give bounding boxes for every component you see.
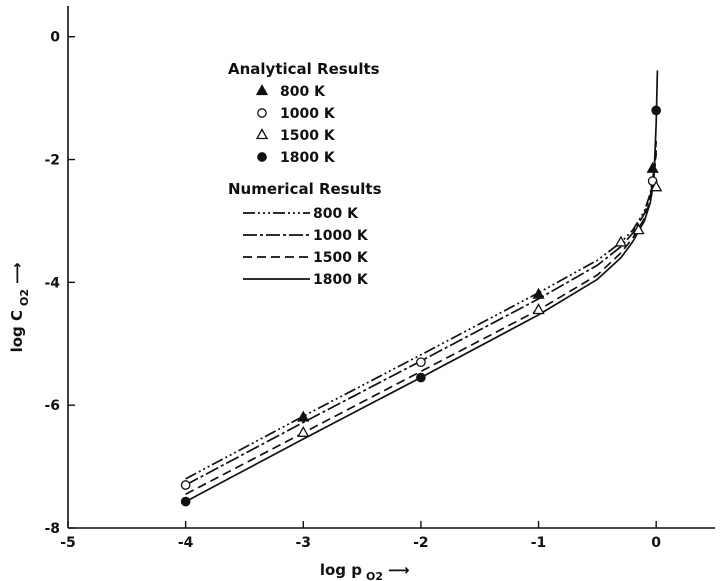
x-tick-label: -4 (178, 535, 194, 551)
legend-num-label-1800k: 1800 K (313, 272, 369, 288)
data-point-1500k (650, 180, 663, 192)
legend-marker-1500k (255, 128, 269, 140)
y-tick-label: 0 (50, 30, 60, 46)
y-axis-label-group: log C O2 ⟶ (8, 262, 31, 352)
series-line-1000k (185, 150, 658, 486)
data-point-1000k (180, 480, 191, 490)
data-point-800k (646, 161, 659, 173)
data-point-1000k (416, 357, 426, 368)
legend-num-label-800k: 800 K (313, 206, 359, 222)
y-axis-label: log C (8, 310, 26, 352)
data-point-1500k (297, 425, 310, 437)
data-point-800k (297, 410, 310, 422)
legend: Analytical Results 800 K 1000 K 1500 K 1800 … (228, 60, 382, 288)
legend-analytical-title: Analytical Results (228, 60, 380, 78)
legend-label-1000k: 1000 K (280, 106, 336, 122)
x-axis-label-subscript: O2 (366, 570, 383, 581)
series-line-1500k (185, 153, 658, 495)
y-tick-label: -4 (44, 275, 60, 291)
x-axis-label: log p (320, 561, 362, 579)
data-point-1500k (632, 223, 645, 235)
legend-num-label-1500k: 1500 K (313, 250, 369, 266)
legend-marker-800k (255, 84, 269, 96)
series-line-1800k (185, 70, 659, 503)
legend-marker-1800k (257, 152, 267, 162)
x-tick-label: -2 (413, 535, 429, 551)
y-axis-arrow: ⟶ (8, 262, 26, 284)
legend-num-label-1000k: 1000 K (313, 228, 369, 244)
legend-label-1500k: 1500 K (280, 128, 336, 144)
x-tick-label: -1 (531, 535, 547, 551)
data-point-1500k (614, 235, 627, 247)
x-tick-label: 0 (651, 535, 661, 551)
legend-numerical-title: Numerical Results (228, 180, 382, 198)
data-point-800k (532, 287, 545, 299)
plot-axes: -5 -4 -3 -2 -1 0 0 -2 -4 -6 -8 (44, 6, 715, 551)
x-axis-arrow: ⟶ (388, 561, 410, 579)
data-point-1800k (180, 496, 191, 507)
x-tick-label: -5 (60, 535, 76, 551)
y-tick-label: -6 (44, 398, 60, 414)
data-point-1800k (651, 105, 662, 116)
numerical-curves (185, 70, 659, 503)
y-tick-label: -8 (44, 521, 60, 537)
y-tick-label: -2 (44, 153, 60, 169)
analytical-points (180, 105, 663, 507)
legend-label-800k: 800 K (280, 84, 326, 100)
data-point-1800k (416, 372, 426, 383)
legend-marker-1000k (257, 108, 267, 118)
data-point-1500k (532, 303, 545, 315)
y-axis-label-subscript: O2 (18, 289, 31, 306)
legend-label-1800k: 1800 K (280, 150, 336, 166)
x-tick-label: -3 (295, 535, 311, 551)
